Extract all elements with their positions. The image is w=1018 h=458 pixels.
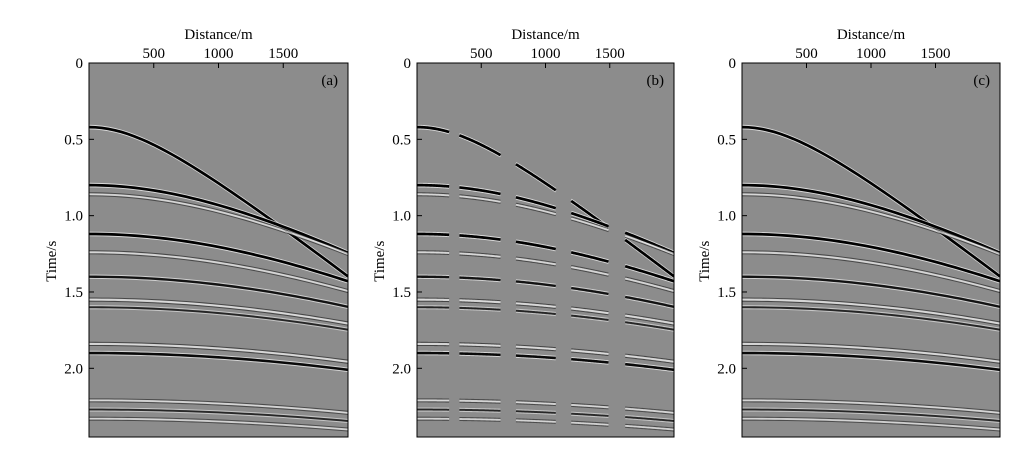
reflection-event <box>459 419 500 420</box>
y-tick-label: 0 <box>404 56 412 72</box>
panel-c: 500 1000 1500 Distance/m 0 0.5 1.0 1.5 2.0 Time/s… <box>697 27 1000 437</box>
y-axis-label: Time/s <box>44 240 60 281</box>
panel-label: (a) <box>321 73 338 89</box>
y-axis-label: Time/s <box>372 240 388 281</box>
y-tick-label: 0.5 <box>717 132 736 148</box>
y-tick-label: 0.5 <box>64 132 83 148</box>
x-tick-label: 1500 <box>921 46 951 62</box>
x-axis-label: Distance/m <box>184 27 253 43</box>
x-tick-label: 500 <box>795 46 818 62</box>
panel-label: (b) <box>647 73 665 89</box>
reflection-event <box>459 410 500 411</box>
x-tick-label: 1000 <box>204 46 234 62</box>
y-tick-label: 0.5 <box>392 132 411 148</box>
y-tick-label: 0 <box>76 56 84 72</box>
y-tick-label: 1.5 <box>64 285 83 301</box>
y-tick-label: 2.0 <box>392 361 411 377</box>
reflection-event <box>459 401 500 402</box>
y-tick-label: 1.5 <box>717 285 736 301</box>
x-tick-label: 1500 <box>595 46 625 62</box>
reflection-event <box>417 194 449 195</box>
reflection-event <box>459 344 500 345</box>
y-tick-label: 0 <box>729 56 737 72</box>
reflection-event <box>459 354 500 355</box>
x-axis-label: Distance/m <box>837 27 906 43</box>
reflection-event <box>417 252 449 253</box>
reflection-event <box>417 185 449 186</box>
y-tick-label: 1.5 <box>392 285 411 301</box>
y-tick-label: 2.0 <box>717 361 736 377</box>
x-tick-label: 1000 <box>531 46 561 62</box>
x-tick-label: 1500 <box>268 46 298 62</box>
y-tick-label: 2.0 <box>64 361 83 377</box>
panel-a: 500 1000 1500 Distance/m 0 0.5 1.0 1.5 2.0 Time/s… <box>44 27 348 437</box>
reflection-event <box>417 277 449 278</box>
panel-label: (c) <box>973 73 990 89</box>
y-tick-label: 1.0 <box>717 209 736 225</box>
y-tick-label: 1.0 <box>392 209 411 225</box>
panel-b: 500 1000 1500 Distance/m 0 0.5 1.0 1.5 2.0 Time/s… <box>372 27 674 437</box>
reflection-event <box>417 234 449 235</box>
x-tick-label: 1000 <box>856 46 886 62</box>
x-axis-label: Distance/m <box>511 27 580 43</box>
x-tick-label: 500 <box>143 46 166 62</box>
y-axis-label: Time/s <box>697 240 713 281</box>
x-tick-label: 500 <box>470 46 493 62</box>
y-tick-label: 1.0 <box>64 209 83 225</box>
